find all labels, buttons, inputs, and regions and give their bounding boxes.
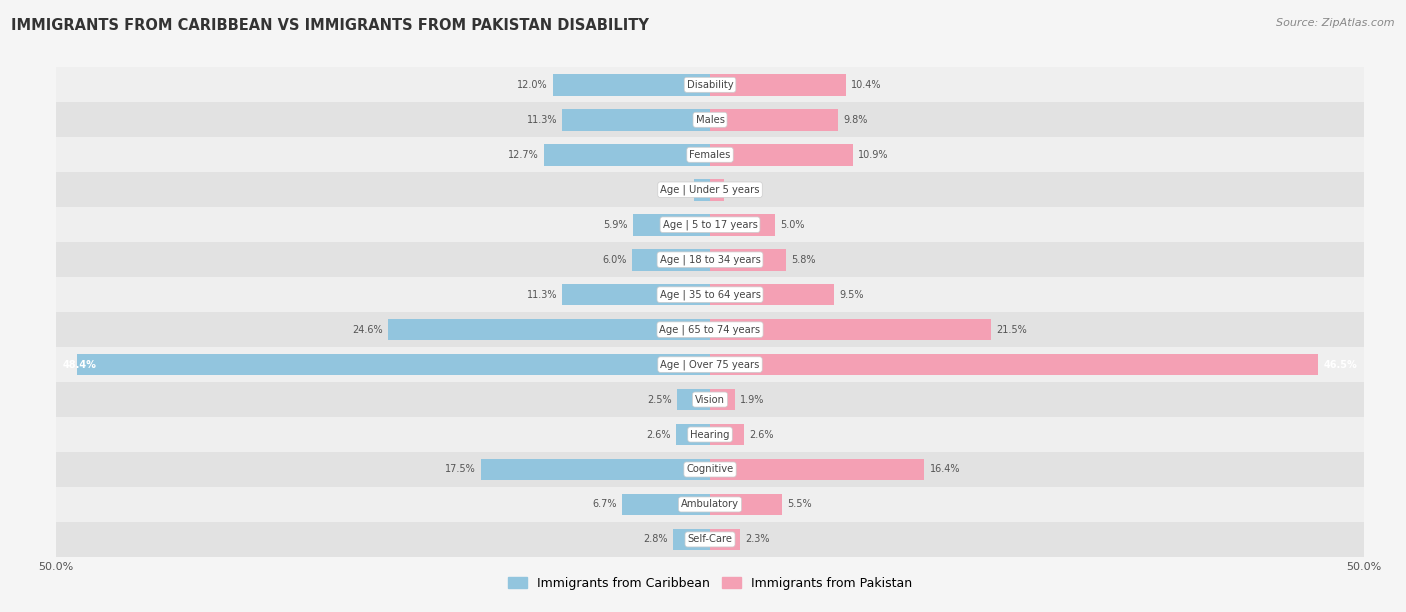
Text: 2.5%: 2.5% (648, 395, 672, 405)
Text: Age | 18 to 34 years: Age | 18 to 34 years (659, 255, 761, 265)
Bar (710, 319, 991, 340)
Text: 24.6%: 24.6% (353, 324, 382, 335)
Bar (56, 417, 1364, 452)
Bar (562, 284, 710, 305)
Text: 21.5%: 21.5% (997, 324, 1028, 335)
Text: 5.8%: 5.8% (792, 255, 815, 264)
Bar (56, 242, 1364, 277)
Bar (56, 312, 1364, 347)
Text: Ambulatory: Ambulatory (681, 499, 740, 509)
Text: 12.0%: 12.0% (517, 80, 548, 90)
Text: Age | Over 75 years: Age | Over 75 years (661, 359, 759, 370)
Bar (633, 214, 710, 236)
Bar (56, 522, 1364, 557)
Text: 17.5%: 17.5% (446, 465, 477, 474)
Text: 1.9%: 1.9% (740, 395, 765, 405)
Text: Males: Males (696, 115, 724, 125)
Text: 12.7%: 12.7% (508, 150, 538, 160)
Bar (56, 347, 1364, 382)
Bar (710, 214, 776, 236)
Bar (623, 494, 710, 515)
Bar (77, 354, 710, 375)
Bar (388, 319, 710, 340)
Bar (710, 529, 740, 550)
Text: Source: ZipAtlas.com: Source: ZipAtlas.com (1277, 18, 1395, 28)
Bar (676, 424, 710, 446)
Text: Females: Females (689, 150, 731, 160)
Bar (710, 74, 846, 95)
Bar (710, 458, 925, 480)
Text: Self-Care: Self-Care (688, 534, 733, 545)
Bar (710, 494, 782, 515)
Bar (56, 137, 1364, 172)
Bar (56, 382, 1364, 417)
Text: 2.6%: 2.6% (647, 430, 671, 439)
Bar (56, 172, 1364, 207)
Bar (710, 284, 834, 305)
Bar (710, 144, 852, 166)
Text: 6.0%: 6.0% (602, 255, 626, 264)
Bar (678, 389, 710, 411)
Text: Cognitive: Cognitive (686, 465, 734, 474)
Bar (553, 74, 710, 95)
Text: Age | Under 5 years: Age | Under 5 years (661, 184, 759, 195)
Text: 46.5%: 46.5% (1323, 360, 1357, 370)
Bar (710, 179, 724, 201)
Text: 9.8%: 9.8% (844, 115, 868, 125)
Text: 2.3%: 2.3% (745, 534, 770, 545)
Legend: Immigrants from Caribbean, Immigrants from Pakistan: Immigrants from Caribbean, Immigrants fr… (503, 572, 917, 595)
Text: 2.8%: 2.8% (644, 534, 668, 545)
Bar (710, 354, 1317, 375)
Bar (56, 277, 1364, 312)
Text: Age | 35 to 64 years: Age | 35 to 64 years (659, 289, 761, 300)
Text: 1.2%: 1.2% (665, 185, 689, 195)
Text: 5.5%: 5.5% (787, 499, 811, 509)
Bar (710, 389, 735, 411)
Bar (56, 207, 1364, 242)
Bar (673, 529, 710, 550)
Bar (56, 102, 1364, 137)
Text: 9.5%: 9.5% (839, 289, 863, 300)
Text: 11.3%: 11.3% (526, 289, 557, 300)
Text: 10.9%: 10.9% (858, 150, 889, 160)
Bar (562, 109, 710, 130)
Text: 1.1%: 1.1% (730, 185, 754, 195)
Text: IMMIGRANTS FROM CARIBBEAN VS IMMIGRANTS FROM PAKISTAN DISABILITY: IMMIGRANTS FROM CARIBBEAN VS IMMIGRANTS … (11, 18, 650, 34)
Text: 6.7%: 6.7% (593, 499, 617, 509)
Text: 11.3%: 11.3% (526, 115, 557, 125)
Text: 16.4%: 16.4% (929, 465, 960, 474)
Text: Age | 5 to 17 years: Age | 5 to 17 years (662, 220, 758, 230)
Text: Vision: Vision (695, 395, 725, 405)
Bar (710, 424, 744, 446)
Bar (56, 67, 1364, 102)
Text: 10.4%: 10.4% (851, 80, 882, 90)
Text: Hearing: Hearing (690, 430, 730, 439)
Bar (56, 487, 1364, 522)
Text: 5.0%: 5.0% (780, 220, 806, 230)
Text: 5.9%: 5.9% (603, 220, 627, 230)
Bar (710, 249, 786, 271)
Bar (631, 249, 710, 271)
Text: 48.4%: 48.4% (63, 360, 97, 370)
Bar (544, 144, 710, 166)
Bar (481, 458, 710, 480)
Bar (710, 109, 838, 130)
Bar (56, 452, 1364, 487)
Text: Disability: Disability (686, 80, 734, 90)
Text: Age | 65 to 74 years: Age | 65 to 74 years (659, 324, 761, 335)
Bar (695, 179, 710, 201)
Text: 2.6%: 2.6% (749, 430, 773, 439)
